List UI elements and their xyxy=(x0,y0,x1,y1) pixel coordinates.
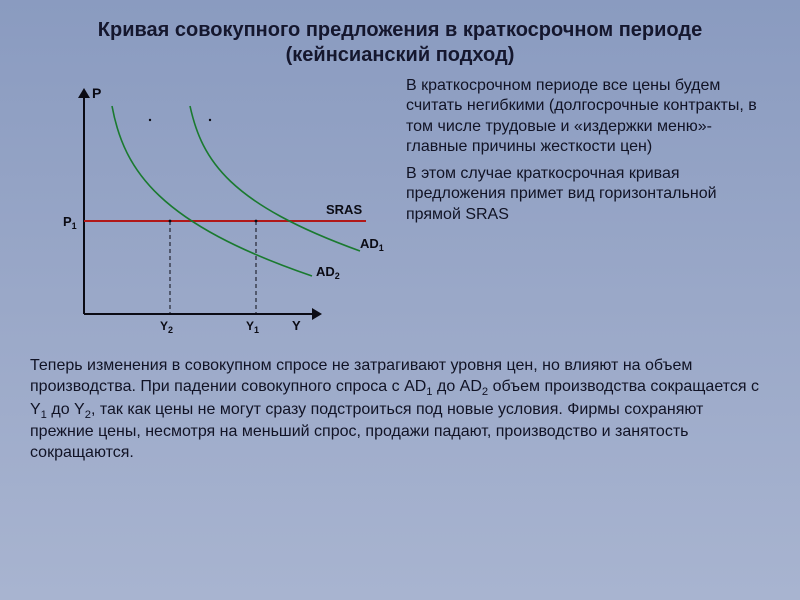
side-text: В краткосрочном периоде все цены будем с… xyxy=(406,76,770,225)
svg-text:AD2: AD2 xyxy=(316,264,340,281)
svg-text:P: P xyxy=(92,85,101,101)
svg-text:P1: P1 xyxy=(63,214,77,231)
chart-svg: P Y P1 Y1 Y2 SRAS AD1 AD2 xyxy=(30,76,388,346)
svg-text:Y2: Y2 xyxy=(160,319,173,335)
side-p2: В этом случае краткосрочная кривая предл… xyxy=(406,164,770,225)
sras-chart: P Y P1 Y1 Y2 SRAS AD1 AD2 xyxy=(30,76,388,346)
side-p1: В краткосрочном периоде все цены будем с… xyxy=(406,76,770,158)
svg-text:Y1: Y1 xyxy=(246,319,259,335)
svg-text:SRAS: SRAS xyxy=(326,202,362,217)
svg-text:Y: Y xyxy=(292,318,301,333)
page-title: Кривая совокупного предложения в краткос… xyxy=(30,18,770,68)
svg-text:AD1: AD1 xyxy=(360,236,384,253)
bottom-text: Теперь изменения в совокупном спросе не … xyxy=(30,356,770,464)
